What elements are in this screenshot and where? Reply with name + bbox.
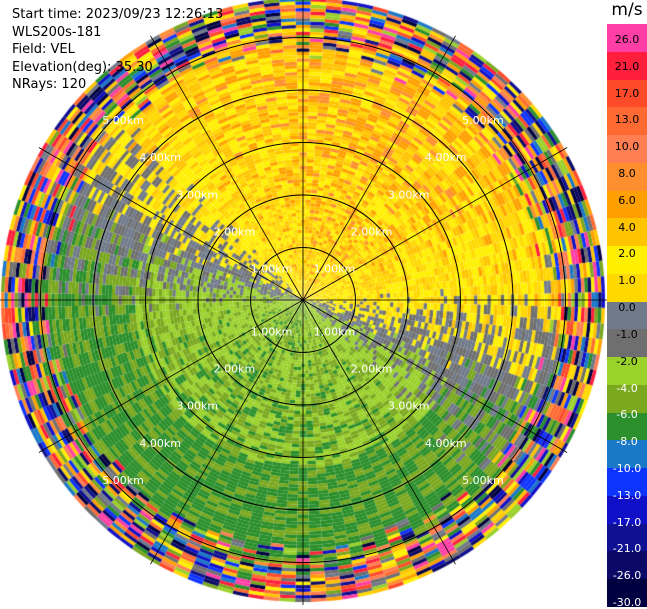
colorbar-tick-label: -1.0 xyxy=(616,327,638,341)
colorbar-segment xyxy=(607,551,647,580)
colorbar-tick-label: -2.0 xyxy=(616,354,638,368)
colorbar-segment xyxy=(607,24,647,53)
colorbar-segment xyxy=(607,51,647,80)
colorbar-segment xyxy=(607,468,647,497)
colorbar-segment xyxy=(607,218,647,247)
colorbar-segment xyxy=(607,412,647,441)
colorbar-segment xyxy=(607,523,647,552)
colorbar-tick-label: -13.0 xyxy=(612,488,642,502)
velocity-colorbar: 26.0 21.0 17.0 13.0 10.0 8.0 6.0 4.0 2.0 1.0 0.0 -1… xyxy=(607,24,647,609)
colorbar-tick-label: -10.0 xyxy=(612,461,642,475)
colorbar-segment xyxy=(607,162,647,192)
colorbar-segment xyxy=(607,135,647,164)
colorbar-segment xyxy=(607,246,647,275)
colorbar-tick-label: 6.0 xyxy=(618,193,636,207)
colorbar-segment xyxy=(607,301,647,330)
colorbar-tick-label: 21.0 xyxy=(614,59,640,73)
nrays-text: NRays: 120 xyxy=(12,77,87,93)
colorbar-segment xyxy=(607,79,647,108)
colorbar-segment xyxy=(607,107,647,136)
elevation-text: Elevation(deg): 35.30 xyxy=(12,59,153,75)
colorbar-segment xyxy=(607,440,647,469)
colorbar-tick-label: -30.0 xyxy=(612,596,642,609)
colorbar-tick-label: -17.0 xyxy=(612,515,642,529)
colorbar-tick-label: -6.0 xyxy=(616,408,638,422)
colorbar-tick-label: 10.0 xyxy=(614,140,640,154)
colorbar-segment xyxy=(607,329,647,358)
scan-info: Start time: 2023/09/23 12:26:13 WLS200s-… xyxy=(12,6,223,94)
colorbar-tick-label: -21.0 xyxy=(612,542,642,556)
colorbar-segment xyxy=(607,273,647,303)
colorbar-tick-label: 4.0 xyxy=(618,220,636,234)
colorbar-segment xyxy=(607,384,647,414)
colorbar-tick-label: -26.0 xyxy=(612,569,642,583)
colorbar-tick-label: 8.0 xyxy=(618,167,636,181)
field-text: Field: VEL xyxy=(12,42,75,58)
colorbar-tick-label: 0.0 xyxy=(618,301,636,315)
colorbar-segment xyxy=(607,190,647,219)
colorbar-segment xyxy=(607,495,647,525)
colorbar-tick-label: 17.0 xyxy=(614,86,640,100)
colorbar-tick-label: -8.0 xyxy=(616,435,638,449)
colorbar-tick-label: 26.0 xyxy=(614,33,640,46)
colorbar-tick-label: 1.0 xyxy=(618,274,636,288)
colorbar-segment xyxy=(607,579,647,608)
start-time-text: Start time: 2023/09/23 12:26:13 xyxy=(12,7,224,22)
colorbar-unit: m/s xyxy=(611,0,643,20)
colorbar-tick-label: 13.0 xyxy=(614,113,640,127)
instrument-text: WLS200s-181 xyxy=(12,24,102,40)
colorbar-tick-label: -4.0 xyxy=(616,381,638,395)
colorbar-tick-label: 2.0 xyxy=(618,247,636,261)
colorbar-segment xyxy=(607,357,647,386)
